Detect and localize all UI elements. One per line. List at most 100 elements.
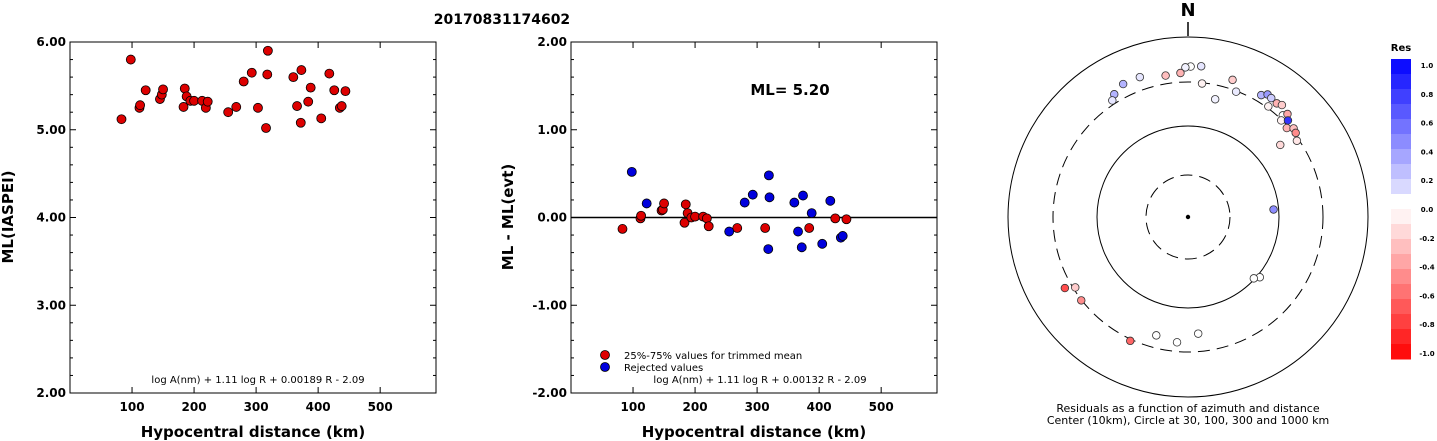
colorbar-title: Res: [1391, 43, 1411, 54]
y-tick-label: 0.00: [537, 211, 567, 225]
panel2-ml-annotation: ML= 5.20: [750, 81, 829, 99]
data-point: [223, 107, 234, 118]
data-point: [288, 72, 299, 82]
colorbar-cell: [1391, 329, 1411, 345]
data-point: [724, 226, 735, 237]
panel1-xlabel: Hypocentral distance (km): [141, 423, 366, 441]
x-tick-label: 300: [244, 400, 269, 414]
station-point: [1249, 274, 1259, 283]
station-point: [1210, 95, 1220, 104]
data-point: [340, 86, 351, 97]
station-point: [1269, 205, 1278, 214]
data-point: [238, 76, 249, 87]
x-tick-label: 500: [368, 400, 393, 414]
data-point: [316, 113, 327, 124]
station-point: [1276, 140, 1285, 150]
colorbar-cell: [1391, 314, 1411, 330]
station-point: [1228, 75, 1237, 85]
colorbar-cell: [1391, 164, 1411, 180]
panel2-ticks: 100 200 300 400 500 -2.00 -1.00 0.00 1.00 2.00: [532, 35, 937, 414]
station-point: [1176, 68, 1185, 78]
y-tick-label: 4.00: [36, 211, 66, 225]
panel1-points: [116, 45, 351, 133]
y-tick-label: 5.00: [36, 123, 66, 137]
station-point: [1060, 283, 1070, 293]
legend-label-rejected: Rejected values: [624, 363, 703, 374]
data-point: [262, 69, 273, 80]
data-point: [135, 100, 145, 111]
x-tick-label: 100: [120, 400, 145, 414]
polar-caption-line1: Residuals as a function of azimuth and d…: [1056, 402, 1319, 415]
figure-title: 20170831174602: [434, 12, 570, 28]
data-point: [806, 208, 817, 219]
data-point: [837, 231, 848, 241]
station-point: [1118, 79, 1128, 89]
station-point: [1152, 331, 1161, 340]
data-point: [659, 198, 669, 209]
station-point: [1283, 116, 1293, 125]
data-point: [626, 166, 637, 177]
station-point: [1264, 102, 1273, 111]
data-point: [158, 84, 168, 95]
data-point: [841, 214, 852, 225]
data-point: [261, 123, 271, 133]
colorbar-cell: [1391, 59, 1411, 75]
data-point: [617, 224, 628, 234]
colorbar-cell: [1391, 269, 1411, 285]
station-point: [1071, 283, 1080, 292]
data-point: [296, 65, 307, 75]
data-point: [804, 223, 815, 233]
colorbar-cell: [1391, 239, 1411, 255]
colorbar-label: -0.4: [1419, 264, 1434, 272]
colorbar-label: 0.4: [1421, 148, 1434, 156]
polar-stations: [1060, 62, 1302, 347]
data-point: [329, 85, 340, 96]
station-point: [1267, 93, 1276, 103]
colorbar-label: -0.6: [1419, 292, 1434, 300]
data-point: [764, 192, 775, 203]
colorbar-label: 0.0: [1421, 206, 1434, 214]
colorbar-cell: [1391, 254, 1411, 270]
panel2-xlabel: Hypocentral distance (km): [642, 423, 867, 441]
data-point: [305, 82, 316, 93]
data-point: [641, 198, 652, 209]
data-point: [732, 223, 743, 233]
data-point: [796, 242, 807, 253]
colorbar: Res 1.0 0.8 0.6 0.4 0.2 0.0 -0.2 -0.4 -0.6 -0.8 -1…: [1391, 43, 1435, 360]
station-point: [1292, 136, 1302, 145]
colorbar-label: 1.0: [1421, 62, 1434, 70]
colorbar-cells: [1391, 59, 1411, 360]
data-point: [231, 102, 242, 112]
station-point: [1172, 338, 1182, 347]
colorbar-cell: [1391, 134, 1411, 150]
x-tick-label: 400: [807, 400, 832, 414]
y-tick-label: -1.00: [532, 298, 567, 312]
panel1-frame: [69, 41, 437, 394]
data-point: [763, 170, 774, 181]
data-point: [246, 67, 257, 78]
north-label: N: [1180, 0, 1195, 21]
station-point: [1108, 96, 1117, 105]
ring-30km: [1145, 174, 1231, 260]
data-point: [140, 85, 151, 96]
data-point: [292, 101, 302, 111]
colorbar-cell: [1391, 209, 1411, 225]
legend-label-trimmed: 25%-75% values for trimmed mean: [624, 351, 802, 362]
y-tick-label: 2.00: [537, 35, 567, 49]
data-point: [747, 189, 758, 200]
colorbar-cell: [1391, 179, 1411, 195]
x-tick-label: 400: [306, 400, 331, 414]
colorbar-cell: [1391, 194, 1411, 210]
x-tick-label: 200: [683, 400, 708, 414]
data-point: [303, 96, 314, 107]
x-tick-label: 300: [745, 400, 770, 414]
panel-magnitude: 100 200 300 400 500 2.00 3.00 4.00 5.00 6.00 log …: [0, 35, 437, 441]
station-point: [1291, 128, 1300, 138]
colorbar-label: -1.0: [1419, 350, 1434, 358]
data-point: [295, 117, 306, 128]
station-point: [1077, 296, 1086, 305]
data-point: [178, 102, 189, 112]
data-point: [817, 238, 828, 249]
data-point: [636, 210, 646, 221]
panel-polar: N Residuals as a function of azimuth and…: [1007, 0, 1369, 427]
